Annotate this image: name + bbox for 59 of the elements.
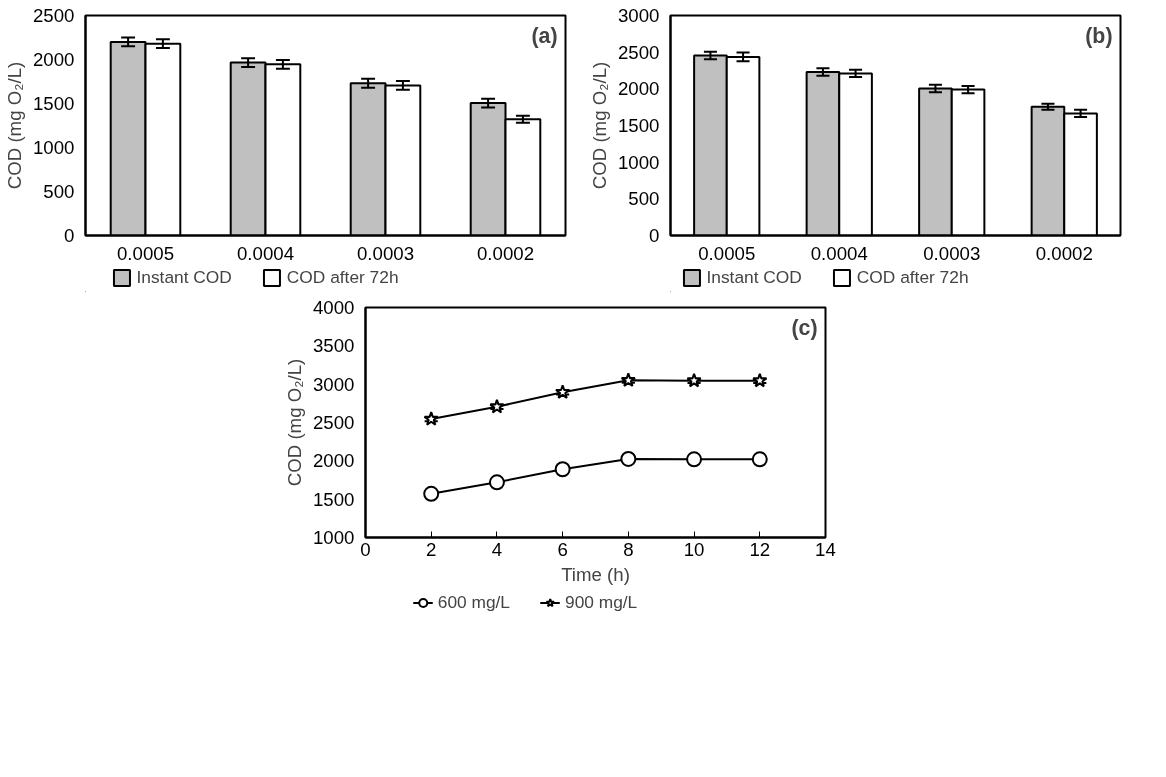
y-tick-label: 4000 xyxy=(313,297,355,318)
point xyxy=(423,485,440,502)
point xyxy=(686,451,703,468)
x-tick-label: 0.0002 xyxy=(476,242,535,264)
x-tick-label: 4 xyxy=(491,538,503,560)
y-axis-title: COD (mg O₂/L) xyxy=(4,61,25,190)
y-tick-label: 2000 xyxy=(33,49,75,70)
y-tick-label: 1000 xyxy=(618,151,660,173)
x-tick-label: 0 xyxy=(360,538,371,560)
y-tick-label: 1000 xyxy=(33,137,75,158)
y-axis-title: COD (mg O₂/L) xyxy=(284,358,305,487)
point xyxy=(489,398,505,414)
y-tick-label: 500 xyxy=(43,181,75,202)
x-tick-label: 0.0003 xyxy=(356,242,415,264)
x-tick-label: 10 xyxy=(683,538,705,560)
y-tick-label: 1000 xyxy=(313,527,355,548)
x-tick-label: 8 xyxy=(623,538,634,560)
y-tick-label: 3000 xyxy=(313,373,355,395)
y-tick-label: 2500 xyxy=(313,412,355,433)
y-tick-label: 2500 xyxy=(33,5,75,26)
y-tick-label: 2000 xyxy=(313,450,355,472)
legend-label: 900 mg/L xyxy=(565,591,638,613)
x-tick-label: 14 xyxy=(815,538,836,560)
y-axis-title: COD (mg O₂/L) xyxy=(589,61,610,190)
x-tick-label: 0.0003 xyxy=(923,242,981,264)
legend-label: Instant COD xyxy=(136,266,232,288)
x-tick-label: 2 xyxy=(426,538,437,560)
y-tick-label: 2500 xyxy=(618,41,660,63)
y-tick-label: 3500 xyxy=(313,335,355,357)
x-tick-label: 0.0002 xyxy=(1035,242,1093,264)
point xyxy=(686,372,702,388)
annotation: (b) xyxy=(1085,23,1113,48)
point xyxy=(620,372,637,387)
point xyxy=(751,451,768,468)
y-tick-label: 500 xyxy=(628,188,660,210)
x-tick-label: 0.0005 xyxy=(116,242,175,264)
annotation: (c) xyxy=(791,315,818,340)
point xyxy=(620,450,637,467)
x-tick-label: 12 xyxy=(749,538,771,560)
x-tick-label: 6 xyxy=(557,538,568,560)
x-tick-label: 0.0004 xyxy=(810,242,868,264)
y-tick-label: 2000 xyxy=(618,78,660,100)
point xyxy=(752,372,768,388)
y-tick-label: 1500 xyxy=(313,488,355,510)
y-tick-label: 1500 xyxy=(33,93,75,114)
legend-label: COD after 72h xyxy=(286,266,399,288)
legend-label: COD after 72h xyxy=(856,266,969,288)
y-tick-label: 1500 xyxy=(618,115,660,136)
point xyxy=(488,474,505,491)
point xyxy=(554,461,571,478)
legend-label: Instant COD xyxy=(706,266,802,288)
x-tick-label: 0.0004 xyxy=(236,242,295,264)
legend-label: 600 mg/L xyxy=(437,591,510,613)
y-tick-label: 0 xyxy=(64,225,75,246)
y-tick-label: 3000 xyxy=(618,5,660,26)
y-tick-label: 0 xyxy=(649,225,660,246)
x-tick-label: 0.0005 xyxy=(698,242,756,264)
x-axis-title: Time (h) xyxy=(561,563,630,585)
annotation: (a) xyxy=(531,23,558,48)
